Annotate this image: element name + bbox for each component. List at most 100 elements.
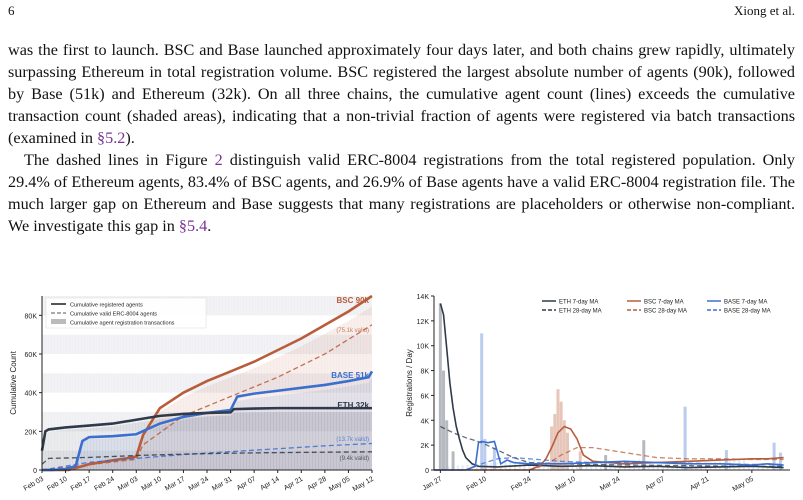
- legend-label: BASE 7-day MA: [724, 300, 767, 306]
- x-tick-label: Feb 17: [70, 476, 92, 493]
- x-tick-label: Mar 24: [599, 476, 621, 493]
- x-tick-label: Mar 24: [188, 476, 210, 493]
- legend-label: Cumulative valid ERC-8004 agents: [70, 312, 157, 318]
- daily-bar: [661, 466, 664, 470]
- eth-end-label: ETH 32k: [337, 401, 369, 410]
- eth-7-day-ma-line: [439, 303, 784, 469]
- daily-bar: [642, 440, 646, 470]
- legend-label: ETH 7-day MA: [559, 300, 598, 306]
- daily-bar: [728, 460, 731, 470]
- x-tick-label: Apr 14: [259, 476, 280, 492]
- plot-band: [42, 354, 372, 374]
- lines: [434, 303, 784, 471]
- legend-label: Cumulative registered agents: [70, 303, 143, 309]
- y-tick-label: 12K: [417, 319, 430, 326]
- y-tick-label: 80K: [25, 313, 38, 320]
- x-tick-label: Apr 21: [689, 476, 710, 492]
- y-tick-label: 8K: [420, 369, 429, 376]
- daily-bar: [578, 451, 582, 470]
- daily-bar: [547, 466, 550, 470]
- daily-bar: [561, 465, 564, 470]
- y-tick-label: 14K: [417, 294, 430, 301]
- daily-bar: [442, 466, 445, 470]
- bars: [438, 303, 784, 470]
- base-registered-line: [42, 370, 374, 472]
- daily-bar: [466, 464, 469, 470]
- daily-bar: [709, 462, 712, 470]
- y-tick-label: 10K: [417, 344, 430, 351]
- daily-bar: [623, 460, 626, 470]
- bsc-28-day-ma-line: [434, 446, 784, 471]
- daily-bar: [562, 420, 566, 470]
- x-tick-label: Mar 10: [554, 476, 576, 493]
- daily-bar: [642, 467, 645, 470]
- base-valid-label: (13.7k valid): [336, 437, 369, 443]
- daily-bar: [647, 467, 650, 470]
- daily-bar: [556, 466, 559, 470]
- axes: 0 2K 4K 6K 8K 10K 12K 14K Jan 27 Feb 10 Feb 24 Mar …: [405, 294, 790, 493]
- daily-bar: [778, 452, 782, 470]
- figure-link-2[interactable]: 2: [214, 151, 223, 169]
- daily-bar: [559, 401, 563, 470]
- x-tick-label: Apr 21: [283, 476, 304, 492]
- labels: BSC 90k (75.1k valid) BASE 51k (13.7k valid…: [331, 296, 369, 462]
- daily-bar: [652, 466, 655, 470]
- daily-bar: [442, 370, 446, 470]
- daily-registrations-chart: 0 2K 4K 6K 8K 10K 12K 14K Jan 27 Feb 10 Feb 24 Mar …: [405, 294, 790, 493]
- body-paragraph-2: The dashed lines in Figure 2 distinguish…: [8, 151, 796, 235]
- y-tick-label: 4K: [420, 418, 429, 425]
- x-tick-label: Mar 17: [164, 476, 186, 493]
- section-link-5-2[interactable]: §5.2: [97, 129, 126, 147]
- x-tick-label: Mar 31: [211, 476, 233, 493]
- x-tick-label: Apr 07: [644, 476, 665, 492]
- legend-label: BASE 28-day MA: [724, 309, 771, 315]
- base-transactions-area: [42, 377, 372, 470]
- daily-bar: [461, 465, 464, 470]
- daily-bar: [542, 467, 545, 470]
- section-link-5-4[interactable]: §5.4: [178, 217, 208, 235]
- base-valid-line: [41, 442, 373, 471]
- legend-area-swatch: [51, 319, 66, 324]
- x-tick-label: Jan 27: [422, 476, 444, 493]
- daily-bar: [438, 303, 442, 470]
- daily-bar: [618, 461, 621, 470]
- bsc-transactions-area: [42, 306, 372, 470]
- daily-bar: [590, 463, 593, 470]
- legend-box: [45, 297, 207, 329]
- page-number: 6: [8, 3, 15, 18]
- daily-bar: [772, 442, 776, 470]
- bsc-valid-line: [41, 324, 373, 471]
- daily-bar: [475, 464, 478, 470]
- legend-label: BSC 28-day MA: [644, 309, 687, 315]
- bsc-end-label: BSC 90k: [337, 296, 370, 305]
- body-paragraph-1: was the first to launch. BSC and Base la…: [8, 41, 795, 147]
- base-end-label: BASE 51k: [331, 371, 369, 380]
- y-tick-label: 6K: [420, 393, 429, 400]
- daily-bar: [752, 467, 755, 470]
- legend: Cumulative registered agents Cumulative v…: [45, 297, 207, 329]
- daily-bar: [766, 466, 769, 470]
- daily-bar: [757, 466, 760, 470]
- legend: ETH 7-day MA ETH 28-day MA BSC 7-day MA BSC…: [542, 300, 771, 315]
- y-tick-label: 60K: [25, 352, 38, 359]
- daily-bar: [719, 461, 722, 470]
- y-tick-label: 0: [33, 468, 37, 475]
- daily-bar: [566, 465, 569, 470]
- daily-bar: [537, 467, 540, 470]
- daily-bar: [576, 464, 579, 470]
- daily-bar: [445, 420, 449, 470]
- daily-bar: [451, 451, 455, 470]
- y-tick-label: 2K: [420, 443, 429, 450]
- daily-bar: [585, 463, 588, 470]
- bsc-registered-line: [42, 294, 373, 472]
- y-tick-label: 0: [425, 468, 429, 475]
- x-tick-label: May 12: [352, 476, 375, 494]
- plot-band: [42, 334, 372, 354]
- y-tick-label: 40K: [25, 391, 38, 398]
- daily-bar: [571, 464, 574, 470]
- daily-bar: [733, 460, 736, 470]
- x-tick-label: Mar 10: [140, 476, 162, 493]
- base-28-day-ma-line: [434, 456, 784, 471]
- daily-bar: [747, 467, 750, 470]
- running-head: Xiong et al.: [733, 3, 795, 18]
